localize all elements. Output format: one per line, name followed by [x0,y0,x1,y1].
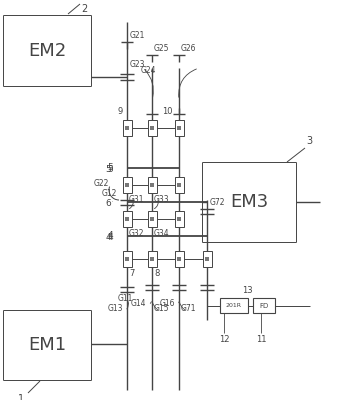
Bar [147,211,157,227]
Text: 13: 13 [242,286,253,295]
FancyArrowPatch shape [155,200,158,209]
Text: G72: G72 [210,198,225,207]
Bar [122,177,132,193]
Bar [125,257,129,261]
Bar [177,183,181,187]
Bar [125,217,129,221]
FancyArrowPatch shape [152,302,158,310]
Bar [122,251,132,267]
Bar [177,257,181,261]
Text: 9: 9 [118,107,123,116]
Bar [177,126,181,130]
FancyArrowPatch shape [145,70,153,97]
Text: EM1: EM1 [28,336,66,354]
Bar [147,177,157,193]
Text: EM2: EM2 [28,42,66,60]
Text: 4: 4 [107,234,113,242]
Bar [150,126,154,130]
FancyArrowPatch shape [179,69,196,97]
Text: 4: 4 [105,234,111,242]
Text: 5: 5 [107,166,113,174]
Bar [175,251,183,267]
Bar [205,257,209,261]
Bar [122,120,132,136]
Text: G11: G11 [117,294,133,303]
FancyArrowPatch shape [127,302,128,309]
Text: G21: G21 [130,31,145,40]
Text: EM3: EM3 [230,193,268,211]
Bar [125,183,129,187]
FancyArrowPatch shape [150,302,152,303]
Text: G34: G34 [154,229,170,238]
FancyArrowPatch shape [129,200,133,209]
Text: G32: G32 [129,229,144,238]
Text: 10: 10 [162,107,173,116]
Text: 12: 12 [219,335,229,344]
Bar [150,257,154,261]
Text: G25: G25 [154,44,170,53]
Bar [220,298,248,313]
Bar [147,120,157,136]
Text: G16: G16 [160,299,175,308]
FancyArrowPatch shape [179,302,185,310]
Text: 3: 3 [306,136,312,146]
Bar [175,211,183,227]
Text: 5: 5 [107,162,113,172]
Text: 5: 5 [105,166,111,174]
Bar [177,217,181,221]
Text: G12: G12 [102,189,117,198]
Bar [175,120,183,136]
Text: G23: G23 [130,60,145,69]
Text: G31: G31 [129,195,144,204]
Text: 6: 6 [112,200,113,202]
Text: G71: G71 [181,304,197,313]
Bar [253,298,275,313]
Text: 2: 2 [81,4,87,14]
Text: 201R: 201R [226,303,242,308]
Text: 8: 8 [154,269,159,278]
Bar [175,177,183,193]
Bar [150,217,154,221]
Bar [122,211,132,227]
Text: G22: G22 [94,178,109,188]
Text: G33: G33 [154,195,170,204]
Bar [125,126,129,130]
Bar [202,251,212,267]
Text: G15: G15 [154,304,170,313]
Text: G24: G24 [141,66,157,75]
Text: G14: G14 [131,299,146,308]
Text: FD: FD [259,302,268,308]
Text: G26: G26 [181,44,197,53]
Bar [150,183,154,187]
Text: 11: 11 [256,335,266,344]
Text: 1: 1 [18,394,24,400]
Bar [147,251,157,267]
Text: 6: 6 [105,200,111,208]
Text: 4: 4 [107,230,113,240]
Text: 7: 7 [129,269,134,278]
Text: G13: G13 [107,304,123,313]
